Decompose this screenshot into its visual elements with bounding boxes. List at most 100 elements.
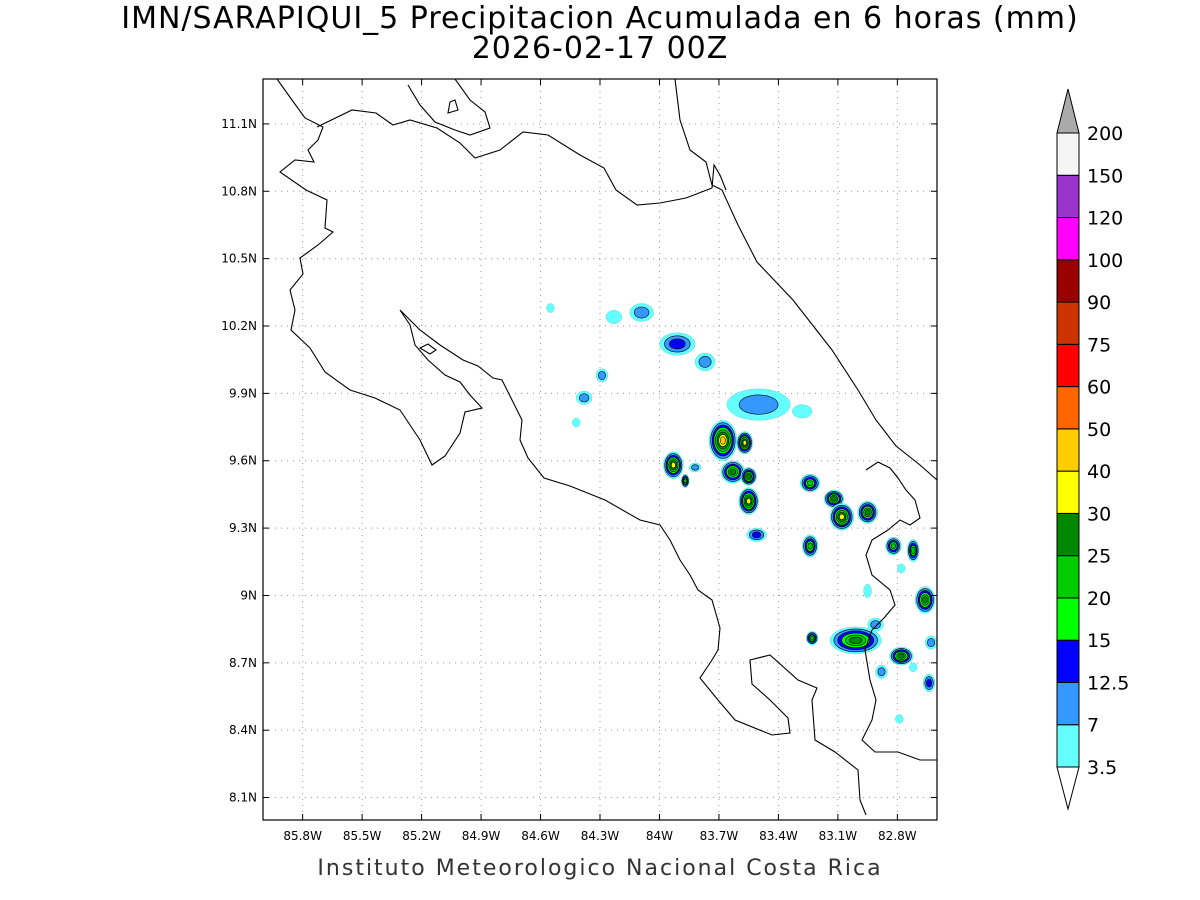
colorbar-swatch [1056,639,1080,683]
map-valid-time: 2026-02-17 00Z [471,31,729,66]
colorbar-swatch [1056,217,1080,261]
colorbar-label: 15 [1087,630,1111,652]
lon-tick-label: 84W [646,829,673,843]
precip-contour-level-1 [927,638,936,648]
colorbar-swatch [1056,428,1080,472]
lake-nicaragua-shore [407,79,491,136]
precip-contour-level-0 [605,310,623,324]
colorbar-swatch [1056,343,1080,388]
colorbar-label: 7 [1087,715,1099,737]
lon-tick-label: 84.6W [521,829,560,843]
lat-tick-label: 11.1N [221,117,257,131]
precip-contour-level-4 [807,542,813,550]
lon-tick-label: 85.5W [343,829,382,843]
panama-border [861,461,937,761]
precip-contour-level-5 [831,496,837,502]
lat-tick-label: 9.3N [229,521,257,535]
precip-contour-level-6 [839,513,845,521]
colorbar-swatch [1056,174,1080,219]
colorbar-label: 90 [1087,292,1111,314]
colorbar-swatch [1056,512,1080,557]
precip-contour-level-2 [669,338,686,350]
precip-contour-level-0 [572,417,581,428]
colorbar-label: 75 [1087,334,1111,356]
lat-tick-label: 9.9N [229,386,257,400]
lon-tick-label: 84.3W [581,829,620,843]
lon-tick-label: 85.8W [283,829,322,843]
colorbar-swatch [1056,470,1080,514]
lat-tick-label: 9.6N [229,454,257,468]
precip-contour-level-0 [909,662,918,672]
colorbar-swatch [1056,555,1080,599]
lat-tick-label: 8.4N [229,723,257,737]
precip-contour-level-1 [738,394,779,415]
precip-contour-level-5 [849,636,863,644]
precip-contour-level-4 [810,635,815,641]
precip-contour-level-1 [634,306,650,319]
precip-contour-level-2 [926,678,933,688]
colorbar-swatch [1056,259,1080,303]
lat-tick-label: 10.8N [221,184,257,198]
lon-tick-label: 85.2W [402,829,441,843]
precip-contour-level-7 [720,436,726,445]
colorbar-label: 40 [1087,461,1111,483]
map-title: IMN/SARAPIQUI_5 Precipitacion Acumulada … [121,1,1079,36]
colorbar-max-arrow [1056,88,1080,134]
precipitation-field [546,303,937,724]
lat-tick-label: 10.5N [221,252,257,266]
precip-contour-level-5 [898,653,905,659]
colorbar-label: 20 [1087,588,1111,610]
longitude-axis: 85.8W 85.5W 85.2W 84.9W 84.6W 84.3W 84W 83.7W 83… [283,79,917,843]
precip-contour-level-1 [698,356,712,368]
footer-credit: Instituto Meteorologico Nacional Costa R… [317,856,883,881]
colorbar-label: 200 [1087,123,1123,145]
colorbar-label: 12.5 [1087,672,1129,694]
map-gridlines [263,79,937,820]
precip-contour-level-2 [751,531,762,539]
colorbar-label: 50 [1087,419,1111,441]
precip-contour-level-5 [922,596,928,604]
gulf-island [418,343,437,355]
colorbar-label: 60 [1087,377,1111,399]
pacific-coast [276,79,867,816]
lon-tick-label: 83.4W [759,829,798,843]
colorbar-label: 150 [1087,165,1123,187]
precip-contour-level-6 [742,440,747,446]
colorbar-swatch [1056,132,1080,176]
lon-tick-label: 83.7W [700,829,739,843]
nicaragua-border [316,109,727,206]
colorbar: 3.5 7 12.5 15 20 25 30 40 50 60 75 90 100 120 150 200 [1056,88,1129,811]
colorbar-swatch [1056,597,1080,641]
colorbar-min-arrow [1056,766,1080,811]
colorbar-label: 25 [1087,546,1111,568]
lat-tick-label: 8.7N [229,656,257,670]
precip-contour-level-4 [911,547,916,555]
colorbar-label: 30 [1087,503,1111,525]
lat-tick-label: 8.1N [229,791,257,805]
lake-island [447,99,459,114]
precip-contour-level-1 [691,464,700,471]
coastline [276,79,937,816]
colorbar-label: 3.5 [1087,757,1117,779]
lat-tick-label: 10.2N [221,319,257,333]
precip-contour-level-6 [670,462,676,469]
colorbar-swatch [1056,681,1080,726]
precip-contour-level-4 [806,480,814,487]
latitude-axis: 11.1N 10.8N 10.5N 10.2N 9.9N 9.6N 9.3N 9N 8.7N 8.… [221,117,937,805]
precip-contour-level-6 [746,498,752,505]
precip-contour-level-5 [746,473,751,479]
colorbar-label: 100 [1087,250,1123,272]
precip-contour-level-4 [683,478,688,484]
caribbean-coast [674,79,937,481]
lon-tick-label: 83.1W [819,829,858,843]
colorbar-label: 120 [1087,208,1123,230]
precip-contour-level-5 [729,468,737,475]
lon-tick-label: 84.9W [462,829,501,843]
precip-contour-level-0 [546,303,555,313]
precip-contour-level-4 [890,543,896,549]
precip-contour-level-0 [895,714,904,724]
colorbar-swatch [1056,724,1080,768]
map-plot-area [263,79,937,820]
lat-tick-label: 9N [240,588,257,602]
